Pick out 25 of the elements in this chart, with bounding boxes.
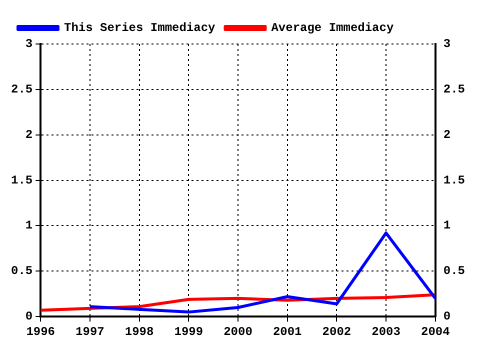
legend-label: Average Immediacy bbox=[271, 21, 394, 36]
x-tick-label: 1998 bbox=[124, 324, 154, 339]
y-tick-label: 2.5 bbox=[10, 82, 33, 96]
x-tick-label: 2002 bbox=[322, 324, 352, 339]
x-tick-label: 2001 bbox=[272, 324, 302, 339]
y2-tick-label: 0.5 bbox=[443, 264, 466, 278]
y2-tick-label: 0 bbox=[443, 310, 451, 324]
y2-tick-label: 1 bbox=[443, 218, 451, 233]
y2-tick-label: 3 bbox=[443, 37, 451, 52]
y2-tick-label: 1.5 bbox=[443, 173, 466, 188]
x-tick-label: 1999 bbox=[174, 324, 204, 339]
y-tick-label: 1 bbox=[25, 218, 33, 233]
x-tick-label: 2004 bbox=[420, 324, 450, 339]
x-tick-label: 2003 bbox=[372, 324, 400, 339]
x-tick-label: 1997 bbox=[76, 324, 104, 339]
y-tick-label: 2 bbox=[25, 128, 33, 142]
y2-tick-label: 2.5 bbox=[443, 82, 466, 96]
legend-label: This Series Immediacy bbox=[64, 21, 216, 36]
y-tick-label: 0 bbox=[25, 310, 33, 324]
x-tick-label: 1996 bbox=[26, 324, 56, 339]
x-tick-label: 2000 bbox=[224, 324, 252, 339]
y-tick-label: 1.5 bbox=[10, 173, 33, 188]
y2-tick-label: 2 bbox=[443, 128, 451, 142]
y-tick-label: 3 bbox=[25, 37, 33, 52]
y-tick-label: 0.5 bbox=[10, 264, 33, 278]
